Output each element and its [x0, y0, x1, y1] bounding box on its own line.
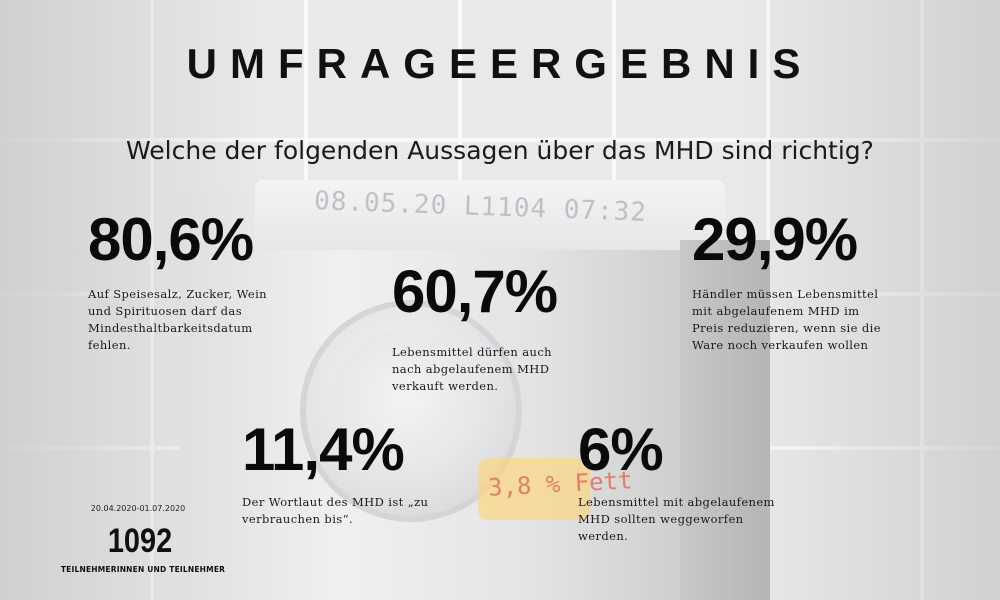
- carton-cap-inner: [330, 330, 480, 480]
- stat-percentage: 80,6%: [88, 206, 254, 273]
- stat-description: Lebensmittel mit abgelaufenem MHD sollte…: [578, 495, 775, 543]
- stat-percentage: 29,9%: [692, 206, 858, 273]
- milk-carton-top: [255, 180, 725, 250]
- fat-sticker: [478, 458, 590, 520]
- background-shade-right: [740, 0, 1000, 600]
- stat-percentage: 11,4%: [242, 416, 405, 483]
- survey-period: 20.04.2020-01.07.2020: [90, 504, 186, 513]
- stat-description: Auf Speisesalz, Zucker, Wein und Spiritu…: [88, 287, 267, 352]
- stat-block-1: 80,6% Auf Speisesalz, Zucker, Wein und S…: [88, 210, 288, 354]
- participant-count: 1092: [107, 522, 173, 560]
- stat-block-3: 29,9% Händler müssen Lebensmittel mit ab…: [692, 210, 892, 354]
- stat-block-2: 60,7% Lebensmittel dürfen auch nach abge…: [392, 262, 582, 395]
- stat-description: Der Wortlaut des MHD ist „zu verbrauchen…: [242, 495, 429, 526]
- stat-description: Lebensmittel dürfen auch nach abgelaufen…: [392, 345, 552, 393]
- stat-description: Händler müssen Lebensmittel mit abgelauf…: [692, 287, 881, 352]
- survey-question: Welche der folgenden Aussagen über das M…: [126, 136, 874, 165]
- page-title: UMFRAGEERGEBNIS: [186, 40, 814, 87]
- stat-block-5: 6% Lebensmittel mit abgelaufenem MHD sol…: [578, 420, 778, 545]
- stat-block-4: 11,4% Der Wortlaut des MHD ist „zu verbr…: [242, 420, 442, 528]
- participant-label: TEILNEHMERINNEN UND TEILNEHMER: [60, 565, 226, 574]
- stat-percentage: 6%: [578, 416, 664, 483]
- stat-percentage: 60,7%: [392, 258, 558, 325]
- milk-carton-side: [680, 240, 770, 600]
